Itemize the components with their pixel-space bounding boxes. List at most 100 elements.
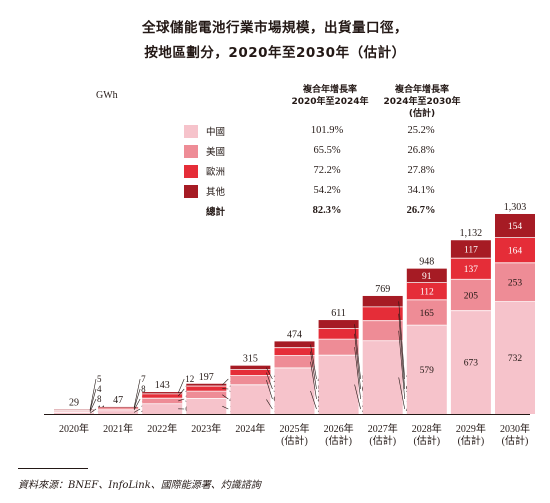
- leader-line-europe-2: [177, 388, 185, 397]
- bar-china-3: [186, 398, 227, 414]
- data-label-us-10: 253: [508, 279, 523, 289]
- category-label-6-sub: (估計): [325, 434, 352, 447]
- category-label-9: 2029年: [456, 422, 486, 435]
- cagr-header-2024-2030-line3: (估計): [408, 109, 436, 119]
- bar-other-2: [142, 392, 183, 394]
- bar-china-7: [362, 340, 403, 414]
- bar-other-3: [186, 383, 227, 387]
- bar-us-1: [98, 409, 139, 411]
- leader-line-china-7: [398, 377, 405, 410]
- total-label-2: 143: [155, 380, 170, 391]
- bar-other-4: [230, 365, 271, 370]
- legend-label-us: 美國: [206, 147, 226, 158]
- leader-line-china-3: [222, 405, 229, 410]
- data-label-us-8: 165: [420, 309, 435, 319]
- category-label-1: 2021年: [103, 422, 133, 435]
- leader-line-us-3: [222, 394, 229, 400]
- leader-line-us-0: [89, 398, 97, 412]
- legend-cagr2-us: 26.8%: [407, 145, 435, 156]
- bar-europe-6: [318, 328, 359, 340]
- bar-us-2: [142, 398, 183, 404]
- leader-line-europe-5: [310, 351, 317, 390]
- data-label-europe-9: 137: [464, 265, 479, 275]
- bar-other-9: [450, 240, 491, 259]
- category-label-5: 2025年: [280, 422, 310, 435]
- total-label-7: 769: [375, 284, 390, 295]
- leader-line-europe-6: [354, 333, 361, 390]
- data-label-us-9: 205: [464, 291, 479, 301]
- legend-cagr2-europe: 27.8%: [407, 165, 435, 176]
- chart-title-line2: 按地區劃分，2020年至2030年（估計）: [144, 45, 406, 61]
- leader-line-other-7: [398, 301, 405, 380]
- leader-line-other-5: [310, 344, 317, 380]
- bar-other-6: [318, 320, 359, 329]
- leader-line-other-6: [354, 324, 361, 380]
- category-label-0: 2020年: [59, 422, 89, 435]
- category-label-2: 2022年: [147, 422, 177, 435]
- legend-swatch-europe: [184, 165, 198, 178]
- category-label-8: 2028年: [412, 422, 442, 435]
- cagr-header-2024-2030-line1: 複合年增長率: [394, 85, 449, 95]
- leader-line-europe-0: [89, 388, 97, 411]
- bar-other-7: [362, 295, 403, 307]
- leader-line-china-5: [310, 390, 317, 410]
- bar-us-10: [495, 262, 535, 302]
- bar-china-2: [142, 403, 183, 414]
- bar-us-8: [406, 299, 447, 326]
- bar-other-8: [406, 268, 447, 283]
- legend-cagr2-total: 26.7%: [406, 205, 436, 216]
- leader-line-us-7: [398, 330, 405, 400]
- bar-other-5: [274, 341, 315, 348]
- legend-label-other: 其他: [206, 187, 226, 198]
- leader-line-us-4: [266, 380, 273, 400]
- bar-europe-10: [495, 237, 535, 263]
- category-label-7: 2027年: [368, 422, 398, 435]
- total-label-5: 474: [287, 329, 302, 340]
- unit-label: GWh: [96, 90, 118, 101]
- bar-china-10: [495, 301, 535, 414]
- bar-europe-2: [142, 393, 183, 399]
- bar-us-5: [274, 355, 315, 368]
- leader-line-us-5: [310, 361, 317, 400]
- total-label-6: 611: [331, 308, 346, 319]
- total-label-0: 29: [69, 398, 79, 409]
- total-label-4: 315: [243, 354, 258, 365]
- leader-line-china-4: [266, 399, 273, 410]
- total-label-8: 948: [419, 257, 434, 268]
- bar-china-1: [98, 410, 139, 414]
- data-label-us-0: 8: [97, 394, 102, 404]
- data-label-other-2: 12: [185, 374, 194, 384]
- bar-us-9: [450, 279, 491, 311]
- category-label-5-sub: (估計): [281, 434, 308, 447]
- source-note: 資料來源：BNEF、InfoLink、國際能源署、灼識諮詢: [18, 480, 261, 491]
- cagr-header-2020-2024-line2: 2020年至2024年: [291, 97, 369, 107]
- legend-label-total: 總計: [206, 207, 226, 218]
- category-label-7-sub: (估計): [369, 434, 396, 447]
- leader-line-europe-4: [266, 372, 273, 390]
- bar-china-4: [230, 384, 271, 414]
- leader-line-us-2: [178, 398, 185, 402]
- bar-other-10: [495, 213, 535, 238]
- bar-china-5: [274, 367, 315, 414]
- legend-label-europe: 歐洲: [206, 167, 226, 178]
- legend-cagr1-china: 101.9%: [310, 125, 344, 136]
- total-label-10: 1,303: [504, 202, 527, 213]
- bar-us-3: [186, 391, 227, 399]
- legend-label-china: 中國: [206, 127, 226, 138]
- bar-europe-8: [406, 282, 447, 300]
- category-label-10: 2030年: [500, 422, 530, 435]
- data-label-other-0: 5: [97, 374, 102, 384]
- cagr-header-2024-2030: 複合年增長率 2024年至2030年 (估計): [374, 84, 470, 120]
- bar-china-0: [54, 412, 94, 414]
- leader-line-other-3: [222, 378, 229, 386]
- bar-us-4: [230, 375, 271, 385]
- total-label-1: 47: [113, 395, 123, 406]
- source-divider: [18, 468, 88, 469]
- leader-line-china-1: [133, 408, 141, 413]
- cagr-header-2024-2030-line2: 2024年至2030年: [383, 97, 461, 107]
- legend-cagr1-us: 65.5%: [313, 145, 341, 156]
- category-label-10-sub: (估計): [502, 434, 529, 447]
- legend-cagr2-other: 34.1%: [407, 185, 435, 196]
- legend-cagr1-europe: 72.2%: [313, 165, 341, 176]
- category-label-9-sub: (估計): [458, 434, 485, 447]
